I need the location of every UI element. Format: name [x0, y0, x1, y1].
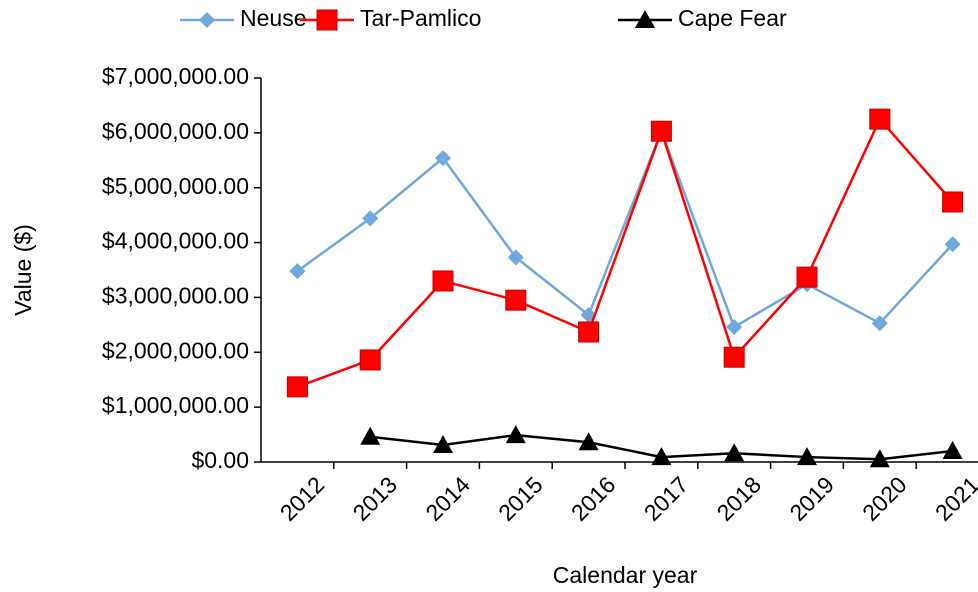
data-point [871, 315, 888, 332]
data-point [797, 447, 817, 466]
data-point [942, 191, 964, 213]
data-point [286, 376, 308, 398]
x-tick-label: 2013 [348, 471, 403, 526]
data-point [869, 108, 891, 130]
y-tick-label: $4,000,000.00 [102, 228, 249, 254]
data-point [507, 249, 524, 266]
x-tick-label: 2017 [639, 471, 694, 526]
data-point [505, 289, 527, 311]
data-point [432, 270, 454, 292]
x-tick-label: 2020 [857, 471, 912, 526]
legend-label: Neuse [240, 5, 306, 31]
x-tick-label: 2019 [784, 471, 839, 526]
x-axis-label: Calendar year [553, 562, 698, 588]
x-tick-label: 2016 [566, 471, 621, 526]
legend-label: Cape Fear [678, 5, 787, 31]
y-tick-label: $3,000,000.00 [102, 283, 249, 309]
y-tick-label: $6,000,000.00 [102, 118, 249, 144]
data-point [796, 266, 818, 288]
data-point [869, 449, 890, 468]
x-tick-label: 2021 [930, 471, 978, 526]
data-point [359, 349, 381, 371]
y-tick-label: $1,000,000.00 [102, 392, 249, 418]
data-point [726, 319, 743, 336]
x-tick-label: 2018 [712, 471, 767, 526]
x-tick-label: 2014 [420, 471, 475, 526]
legend-marker [316, 9, 338, 31]
data-point [435, 150, 451, 167]
y-tick-label: $2,000,000.00 [102, 337, 249, 363]
series-line [296, 116, 954, 389]
y-tick-label: $7,000,000.00 [102, 63, 249, 89]
data-point [362, 210, 379, 227]
x-tick-label: 2012 [275, 471, 330, 526]
data-point [942, 441, 963, 460]
data-point [505, 425, 526, 444]
data-point [433, 434, 453, 453]
data-point [651, 447, 672, 466]
data-point [289, 263, 306, 280]
y-tick-label: $0.00 [191, 447, 249, 473]
y-tick-label: $5,000,000.00 [102, 173, 249, 199]
data-point [360, 426, 381, 445]
legend-marker [199, 12, 215, 28]
data-point [578, 432, 599, 451]
data-point [944, 236, 961, 253]
y-axis-label: Value ($) [10, 224, 36, 316]
data-point [724, 443, 745, 462]
x-tick-label: 2015 [493, 471, 548, 526]
series-line [296, 127, 954, 329]
data-point [650, 120, 672, 142]
data-point [578, 321, 600, 343]
legend-label: Tar-Pamlico [360, 5, 481, 31]
data-point [723, 346, 745, 368]
legend-marker [635, 10, 655, 28]
